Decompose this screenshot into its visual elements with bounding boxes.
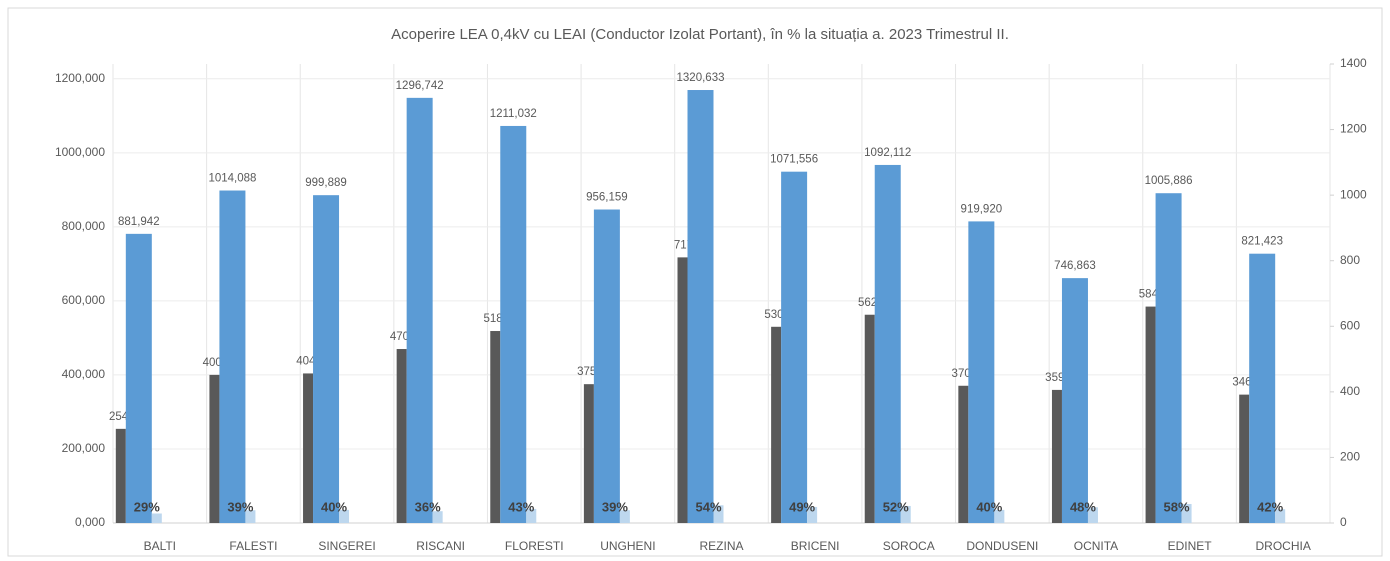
bar: [219, 190, 246, 524]
bar: [490, 331, 501, 523]
y-tick-label: 0,000: [75, 515, 105, 529]
value-label: 746,863: [1054, 260, 1096, 272]
value-label: 36%: [415, 499, 441, 514]
bar: [245, 510, 256, 523]
x-tick-label: SOROCA: [883, 539, 935, 553]
bar: [713, 505, 724, 523]
bar: [771, 326, 782, 523]
y2-tick-label: 1000: [1340, 187, 1367, 201]
value-label: 58%: [1164, 499, 1190, 514]
y-tick-label: 200,000: [62, 441, 106, 455]
x-tick-label: REZINA: [699, 539, 743, 553]
value-label: 29%: [134, 499, 160, 514]
value-label: 43%: [508, 499, 534, 514]
x-tick-label: DROCHIA: [1256, 539, 1311, 553]
y2-tick-label: 1200: [1340, 122, 1367, 136]
value-label: 49%: [789, 499, 815, 514]
value-label: 1005,886: [1145, 175, 1193, 187]
value-label: 39%: [602, 499, 628, 514]
bar: [526, 508, 537, 523]
value-label: 1092,112: [864, 147, 911, 159]
value-label: 48%: [1070, 499, 1096, 514]
y2-tick-label: 400: [1340, 384, 1360, 398]
y-tick-label: 1000,000: [55, 145, 105, 159]
bar: [406, 97, 433, 523]
bar: [500, 125, 527, 524]
x-tick-label: EDINET: [1168, 539, 1213, 553]
bar: [313, 195, 340, 523]
value-label: 1211,032: [490, 108, 537, 120]
x-tick-label: RISCANI: [416, 539, 465, 553]
bar: [125, 233, 152, 524]
y-tick-label: 800,000: [62, 219, 106, 233]
y2-tick-label: 0: [1340, 515, 1347, 529]
value-label: 999,889: [305, 177, 347, 189]
x-tick-label: DONDUSENI: [966, 539, 1038, 553]
bar: [209, 374, 220, 523]
value-label: 1071,556: [770, 154, 818, 166]
bar: [807, 506, 818, 523]
bar: [958, 385, 969, 523]
bar: [1061, 278, 1088, 523]
y2-tick-label: 200: [1340, 450, 1360, 464]
bar: [1275, 509, 1286, 523]
x-tick-label: BRICENI: [791, 539, 840, 553]
y-tick-label: 1200,000: [55, 71, 105, 85]
bar: [1155, 193, 1182, 524]
value-label: 39%: [227, 499, 253, 514]
bar: [1087, 507, 1098, 523]
bar: [1145, 306, 1156, 523]
value-label: 1014,088: [208, 173, 256, 185]
x-tick-label: SINGEREI: [318, 539, 375, 553]
value-label: 956,159: [586, 192, 628, 204]
bar: [339, 509, 350, 523]
bar: [115, 428, 126, 523]
y-tick-label: 600,000: [62, 293, 106, 307]
bar: [1239, 394, 1250, 523]
bar: [432, 511, 443, 523]
x-tick-label: BALTI: [144, 539, 176, 553]
bar: [396, 349, 407, 523]
bar: [677, 257, 688, 523]
bar: [968, 221, 995, 524]
bar: [1249, 253, 1276, 523]
bar: [303, 373, 314, 523]
x-tick-label: FALESTI: [229, 539, 277, 553]
value-label: 919,920: [961, 203, 1003, 215]
bar: [583, 384, 594, 523]
bar: [1051, 389, 1062, 523]
x-tick-label: UNGHENI: [600, 539, 655, 553]
bar: [619, 510, 630, 523]
value-label: 821,423: [1241, 236, 1283, 248]
bar: [900, 505, 911, 523]
bar: [151, 513, 162, 523]
bar: [864, 314, 875, 523]
y2-tick-label: 1400: [1340, 56, 1367, 70]
chart-title: Acoperire LEA 0,4kV cu LEAI (Conductor I…: [391, 26, 1009, 43]
value-label: 54%: [695, 499, 721, 514]
value-label: 40%: [976, 499, 1002, 514]
bar: [1181, 503, 1192, 523]
value-label: 40%: [321, 499, 347, 514]
value-label: 1320,633: [677, 72, 725, 84]
bar: [994, 509, 1005, 523]
bar: [687, 90, 714, 524]
value-label: 42%: [1257, 499, 1283, 514]
bar: [874, 164, 901, 523]
bar: [593, 209, 620, 523]
y-tick-label: 400,000: [62, 367, 106, 381]
x-tick-label: FLORESTI: [505, 539, 564, 553]
x-tick-label: OCNITA: [1074, 539, 1118, 553]
value-label: 881,942: [118, 216, 160, 228]
y2-tick-label: 600: [1340, 318, 1360, 332]
value-label: 52%: [883, 499, 909, 514]
y2-tick-label: 800: [1340, 253, 1360, 267]
value-label: 1296,742: [396, 80, 444, 92]
bar: [781, 171, 808, 523]
